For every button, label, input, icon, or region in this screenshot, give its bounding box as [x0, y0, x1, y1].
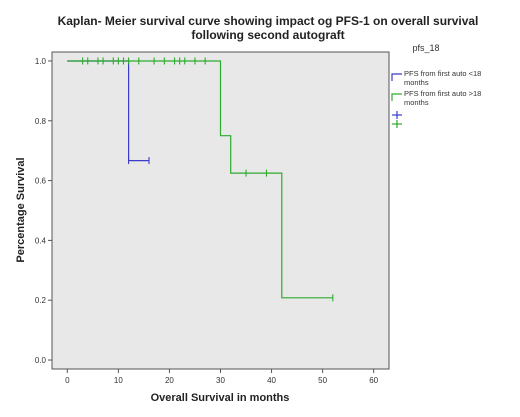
- legend-title: pfs_18: [412, 43, 439, 53]
- chart-title-line-1: Kaplan- Meier survival curve showing imp…: [58, 14, 479, 28]
- legend-label-lt18-line1: PFS from first auto <18: [404, 69, 481, 78]
- x-tick-label: 50: [318, 376, 327, 385]
- legend: pfs_18 PFS from first auto <18 months PF…: [391, 43, 481, 128]
- y-tick-label: 0.0: [35, 356, 47, 365]
- axis-ticks: 0 10 20 30 40 50 60 0.0 0.2 0.4 0.6 0.8 1.0: [35, 57, 379, 385]
- y-tick-label: 0.8: [35, 117, 47, 126]
- y-tick-label: 0.4: [35, 236, 47, 245]
- x-tick-label: 30: [216, 376, 225, 385]
- x-tick-label: 10: [114, 376, 123, 385]
- y-tick-label: 1.0: [35, 57, 47, 66]
- series-layer: [67, 57, 334, 302]
- y-tick-label: 0.6: [35, 177, 47, 186]
- x-axis-label: Overall Survival in months: [151, 392, 290, 404]
- x-tick-label: 60: [369, 376, 378, 385]
- legend-label-lt18-line2: months: [404, 78, 429, 87]
- legend-entry-lt18: PFS from first auto <18 months: [391, 69, 481, 87]
- x-tick-label: 40: [267, 376, 276, 385]
- x-tick-label: 0: [65, 376, 70, 385]
- legend-entry-gt18: PFS from first auto >18 months: [391, 89, 481, 107]
- legend-swatch-lt18: [391, 73, 402, 81]
- y-axis-label: Percentage Survival: [15, 157, 27, 262]
- x-tick-label: 20: [165, 376, 174, 385]
- legend-label-gt18-line1: PFS from first auto >18: [404, 89, 481, 98]
- legend-swatch-gt18: [391, 93, 402, 101]
- legend-censor-marker-lt18: [392, 111, 402, 119]
- y-tick-label: 0.2: [35, 296, 47, 305]
- survival-line-series-1: [67, 60, 333, 299]
- chart-title-line-2: following second autograft: [191, 28, 344, 42]
- legend-censor-marker-gt18: [392, 120, 402, 128]
- legend-label-gt18-line2: months: [404, 98, 429, 107]
